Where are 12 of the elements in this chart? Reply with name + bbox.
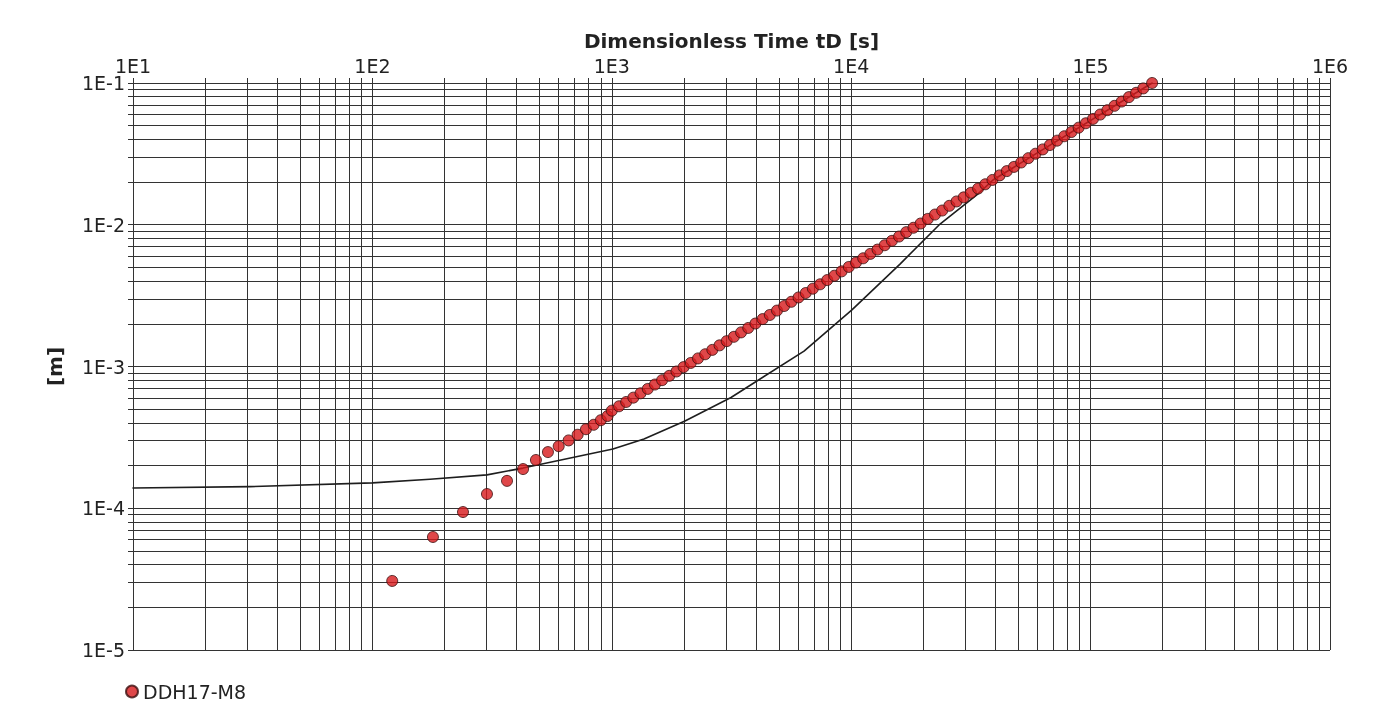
x-tick-label: 1E4: [833, 54, 870, 77]
x-tick-label: 1E2: [354, 54, 391, 77]
y-tick-label: 1E-5: [81, 639, 125, 661]
y-axis-title: [m]: [43, 346, 67, 387]
y-tick-label: 1E-2: [81, 213, 125, 236]
y-tick-label: 1E-3: [81, 355, 125, 378]
x-tick-label: 1E5: [1072, 54, 1109, 77]
x-axis-title: Dimensionless Time tD [s]: [583, 29, 880, 53]
y-tick-label: 1E-4: [81, 497, 125, 520]
legend-label: DDH17-M8: [143, 680, 247, 703]
x-tick-label: 1E3: [593, 54, 630, 77]
x-tick-label: 1E6: [1311, 54, 1349, 77]
